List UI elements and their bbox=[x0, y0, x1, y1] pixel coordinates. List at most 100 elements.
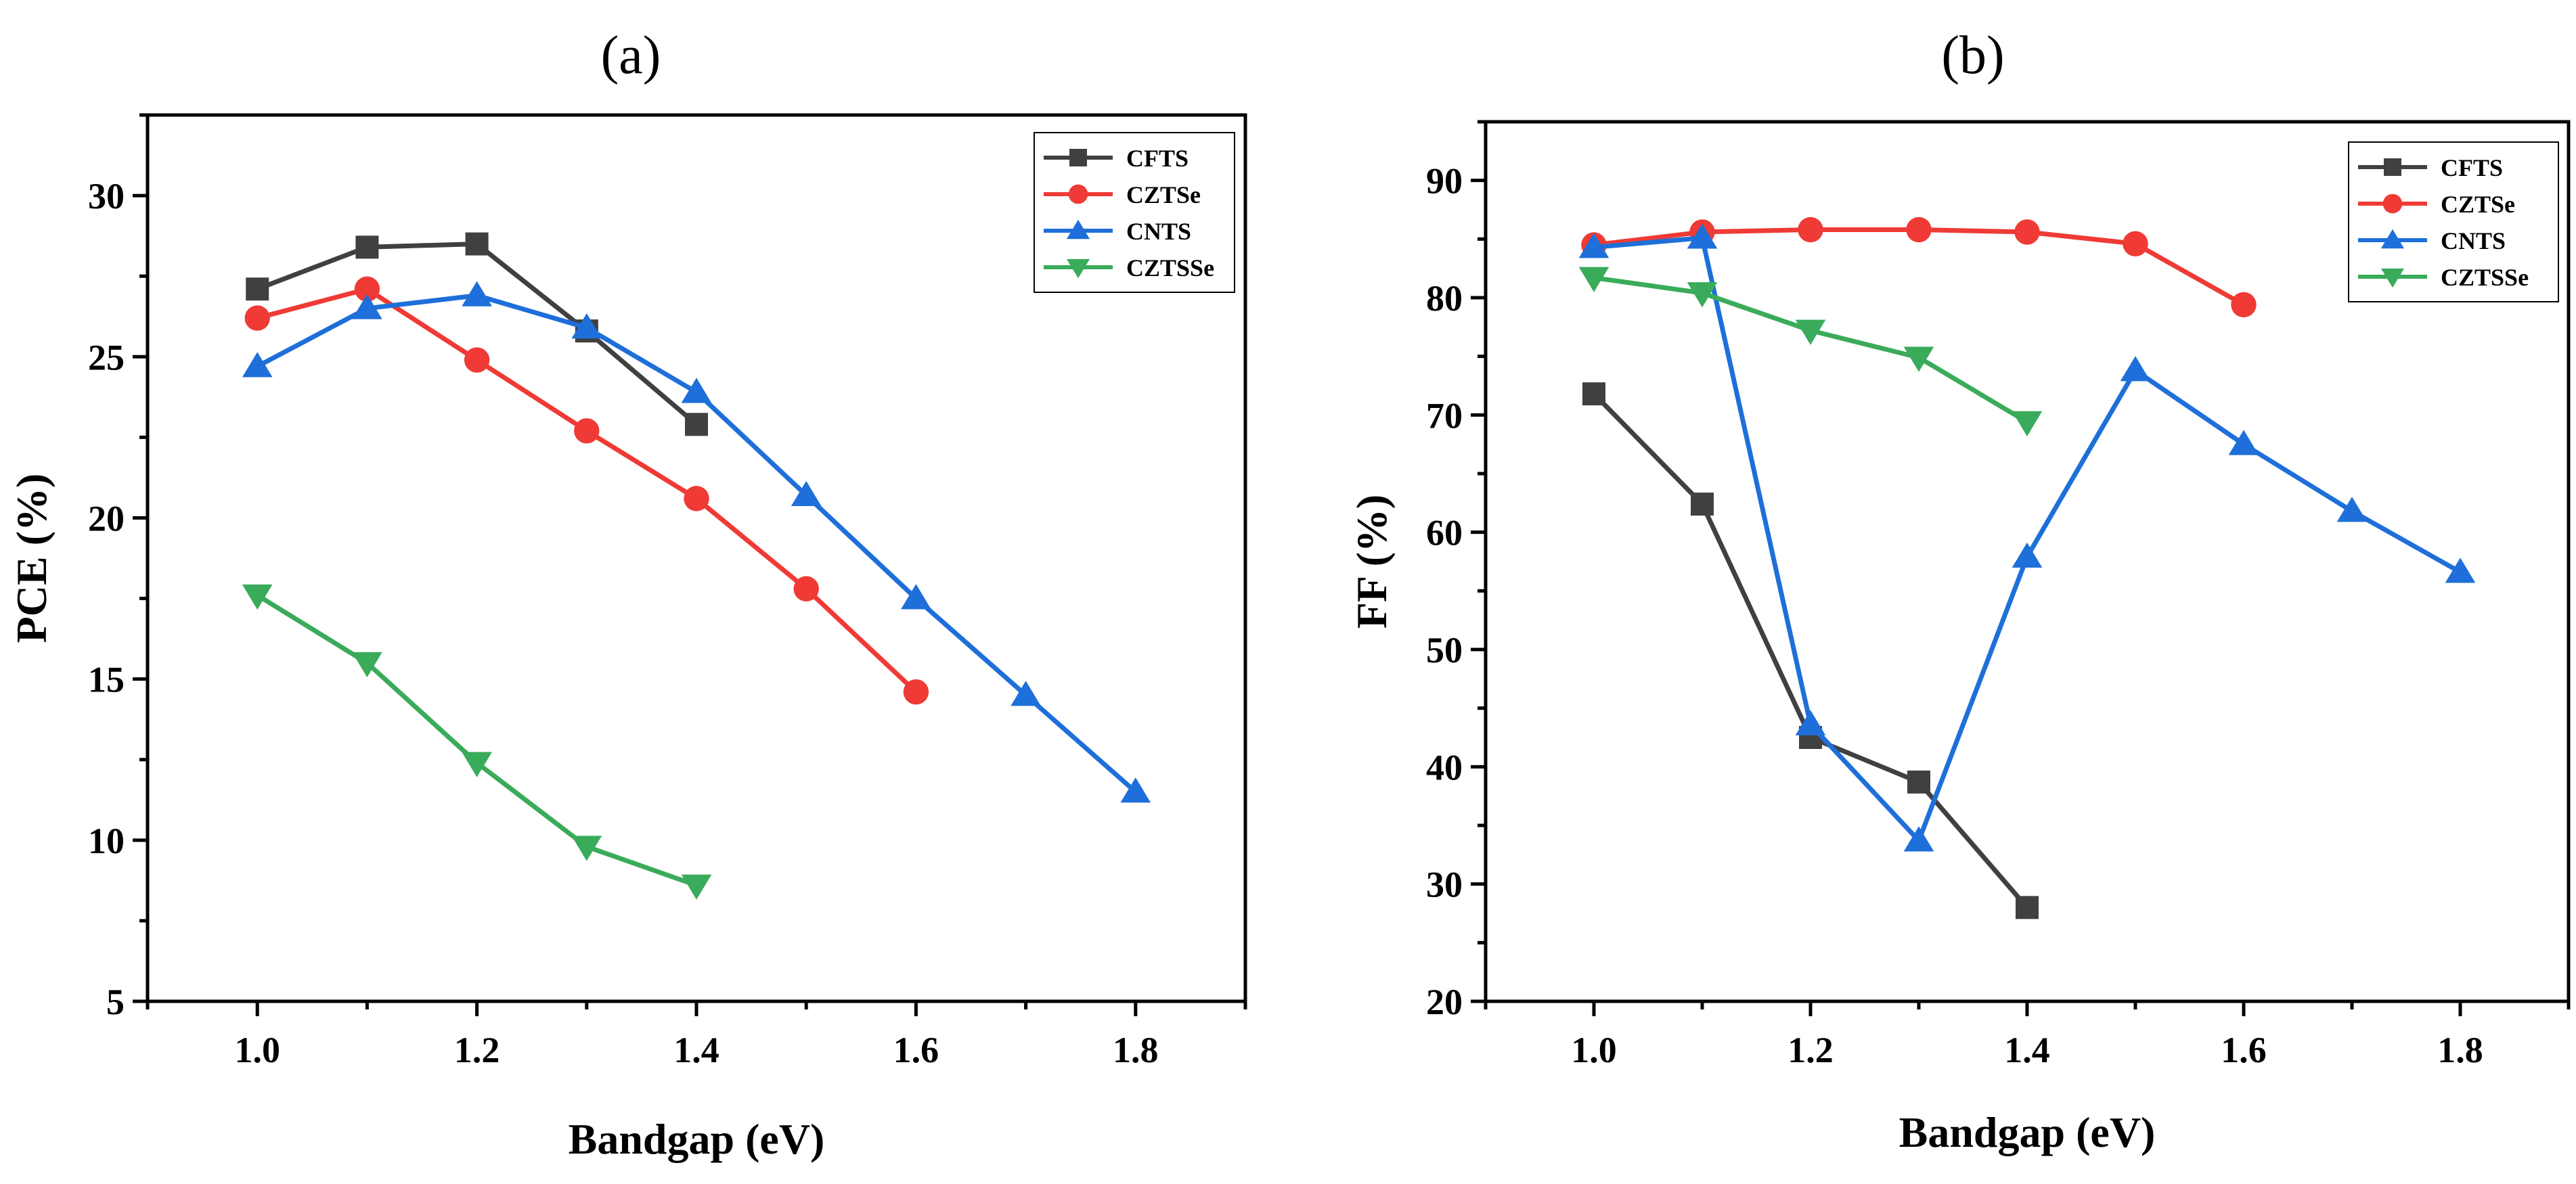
data-point-cnts bbox=[2445, 557, 2476, 583]
data-point-cztsse bbox=[571, 836, 602, 861]
x-tick-label: 1.0 bbox=[234, 1030, 280, 1070]
x-tick-label: 1.4 bbox=[673, 1030, 719, 1070]
legend: CFTS CZTSe CNTS CZTSSe bbox=[1034, 132, 1235, 293]
data-point-cztse bbox=[574, 418, 600, 444]
series-cnts bbox=[1578, 223, 2476, 852]
data-point-cnts bbox=[571, 313, 602, 339]
data-point-cztse bbox=[2231, 292, 2257, 318]
data-point-cnts bbox=[462, 281, 492, 306]
x-tick-label: 1.2 bbox=[1787, 1030, 1834, 1070]
series-line-cztse bbox=[257, 286, 918, 694]
y-axis-label: PCE (%) bbox=[7, 474, 55, 643]
data-point-cztsse bbox=[1795, 319, 1826, 345]
data-point-cfts bbox=[355, 235, 379, 259]
data-point-cnts bbox=[901, 584, 931, 610]
data-point-cztsse bbox=[681, 874, 712, 900]
series-cztsse bbox=[1578, 267, 2043, 436]
data-point-cnts bbox=[1120, 777, 1151, 803]
data-point-cztsse bbox=[1578, 267, 1609, 292]
legend: CFTS CZTSe CNTS CZTSSe bbox=[2348, 141, 2559, 302]
x-tick-label: 1.6 bbox=[893, 1030, 939, 1070]
legend-marker bbox=[2384, 158, 2401, 176]
data-point-cztsse bbox=[242, 584, 273, 610]
data-point-cztse bbox=[1906, 217, 1932, 243]
series-line-cnts bbox=[256, 293, 1138, 794]
x-axis-label: Bandgap (eV) bbox=[569, 1115, 825, 1163]
x-tick-label: 1.8 bbox=[2437, 1030, 2483, 1070]
data-point-cztse bbox=[2123, 231, 2148, 256]
legend-item: CFTS bbox=[2358, 154, 2503, 181]
data-point-cztse bbox=[684, 486, 709, 511]
data-point-cnts bbox=[791, 480, 822, 507]
series-cztsse bbox=[242, 584, 712, 900]
legend-marker bbox=[1068, 184, 1088, 204]
x-tick-label: 1.4 bbox=[2004, 1030, 2050, 1070]
data-point-cztse bbox=[244, 305, 270, 331]
data-point-cztse bbox=[464, 347, 490, 373]
series-cztse bbox=[1581, 217, 2257, 318]
legend-item: CFTS bbox=[1044, 145, 1189, 172]
x-tick-label: 1.8 bbox=[1113, 1030, 1159, 1070]
legend-item: CZTSe bbox=[1044, 181, 1201, 208]
data-point-cztse bbox=[793, 576, 819, 601]
y-tick-label: 10 bbox=[88, 821, 125, 861]
legend-label: CNTS bbox=[2441, 227, 2506, 254]
data-point-cfts bbox=[1582, 382, 1605, 406]
legend-marker bbox=[2382, 193, 2403, 214]
y-tick-label: 30 bbox=[1426, 865, 1463, 905]
y-tick-label: 70 bbox=[1426, 395, 1463, 436]
legend-item: CNTS bbox=[2358, 227, 2506, 254]
data-point-cfts bbox=[2016, 896, 2039, 919]
legend-item: CNTS bbox=[1044, 218, 1191, 245]
x-axis-label: Bandgap (eV) bbox=[1899, 1108, 2156, 1156]
legend-label: CZTSSe bbox=[1126, 254, 1214, 281]
data-point-cnts bbox=[2120, 356, 2151, 382]
data-point-cnts bbox=[681, 378, 712, 403]
y-tick-label: 80 bbox=[1426, 278, 1463, 319]
data-point-cnts bbox=[242, 352, 273, 378]
data-point-cnts bbox=[1795, 710, 1826, 735]
data-point-cnts bbox=[2012, 542, 2043, 568]
y-tick-label: 20 bbox=[1426, 982, 1463, 1022]
legend-marker bbox=[1066, 258, 1090, 279]
y-tick-label: 15 bbox=[88, 660, 125, 700]
x-tick-label: 1.0 bbox=[1571, 1030, 1617, 1070]
data-point-cfts bbox=[685, 413, 708, 436]
series-cfts bbox=[246, 232, 708, 436]
data-point-cnts bbox=[352, 294, 382, 319]
panel-title: (b) bbox=[1941, 26, 2004, 85]
legend-label: CZTSSe bbox=[2441, 264, 2529, 291]
series-line-cfts bbox=[1592, 392, 2029, 909]
series-cnts bbox=[242, 281, 1151, 803]
panel-a: (a) 1.0 1.2 1.4 1.6 1.8 5 10 15 20 25 30 Bandgap (eV… bbox=[7, 26, 1247, 1163]
y-tick-label: 25 bbox=[88, 337, 125, 378]
data-point-cztsse bbox=[462, 752, 492, 777]
legend-item: CZTSSe bbox=[1044, 254, 1214, 281]
data-point-cnts bbox=[1578, 233, 1609, 258]
legend-label: CNTS bbox=[1126, 218, 1191, 245]
series-cztse bbox=[244, 276, 929, 705]
legend-item: CZTSe bbox=[2358, 191, 2515, 218]
data-point-cnts bbox=[2336, 497, 2368, 522]
data-point-cztse bbox=[2014, 219, 2040, 245]
series-line-cztsse bbox=[256, 593, 698, 888]
panel-title: (a) bbox=[601, 26, 661, 85]
y-tick-label: 20 bbox=[88, 498, 125, 539]
data-point-cztsse bbox=[1903, 346, 1934, 372]
series-line-cnts bbox=[1593, 235, 2462, 844]
legend-label: CZTSe bbox=[2441, 191, 2515, 218]
data-point-cfts bbox=[465, 232, 489, 256]
legend-label: CFTS bbox=[2441, 154, 2503, 181]
legend-item: CZTSSe bbox=[2358, 264, 2529, 291]
legend-marker bbox=[1069, 149, 1087, 166]
x-tick-label: 1.6 bbox=[2221, 1030, 2267, 1070]
y-tick-label: 40 bbox=[1426, 747, 1463, 788]
data-point-cfts bbox=[1691, 493, 1714, 516]
y-tick-label: 90 bbox=[1426, 161, 1463, 202]
data-point-cnts bbox=[1903, 826, 1934, 852]
y-axis-label: FF (%) bbox=[1348, 495, 1396, 629]
y-tick-label: 50 bbox=[1426, 630, 1463, 670]
legend-marker bbox=[2380, 229, 2405, 249]
series-line-cztsse bbox=[1593, 275, 2028, 424]
